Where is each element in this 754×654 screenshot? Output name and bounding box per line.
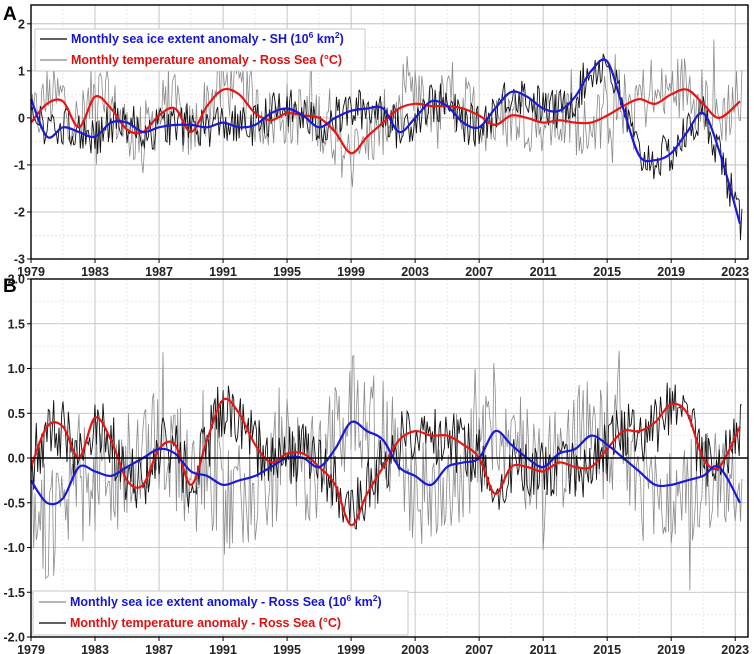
panel-b-legend-label-2: Monthly temperature anomaly - Ross Sea (…: [70, 616, 341, 630]
x-tick-label: 2003: [401, 265, 429, 279]
panel-a-frame: [30, 4, 749, 260]
y-tick-label: -3: [14, 253, 25, 267]
y-tick-label: 0.0: [8, 452, 25, 466]
x-tick-label: 2003: [401, 643, 429, 654]
panel-a-legend-label-2: Monthly temperature anomaly - Ross Sea (…: [71, 53, 342, 67]
sea-ice-smoothed-line: [29, 58, 742, 225]
x-tick-label: 2023: [721, 265, 749, 279]
temperature-smoothed-line: [29, 397, 741, 527]
raw-black-line: [30, 382, 742, 530]
x-tick-label: 1987: [145, 643, 173, 654]
raw-gray-line: [30, 350, 743, 591]
panel-a: A 2 1 0 -1 -2 -3 1979 1983 1987 1991 1995 1999 2003…: [3, 4, 749, 279]
y-tick-label: 0.5: [8, 407, 25, 421]
x-tick-label: 1983: [81, 265, 109, 279]
x-tick-label: 2019: [657, 643, 685, 654]
x-tick-label: 2015: [593, 265, 621, 279]
x-tick-label: 2019: [657, 265, 685, 279]
panel-a-legend-box: [34, 28, 366, 72]
x-tick-label: 2023: [721, 643, 749, 654]
y-tick-label: 0: [18, 111, 25, 125]
y-tick-label: -1.5: [3, 586, 25, 600]
panel-b-gridlines: [30, 278, 748, 638]
y-tick-label: -0.5: [3, 496, 25, 510]
panel-b-x-ticks: 1979 1983 1987 1991 1995 1999 2003 2007 2011 2015…: [17, 637, 749, 654]
x-tick-label: 1995: [273, 265, 301, 279]
y-tick-label: 2.0: [8, 273, 25, 287]
x-tick-label: 1999: [337, 643, 365, 654]
x-tick-label: 2015: [593, 643, 621, 654]
x-tick-label: 1987: [145, 265, 173, 279]
x-tick-label: 2007: [465, 643, 493, 654]
y-tick-label: 1.0: [8, 362, 25, 376]
x-tick-label: 1995: [273, 643, 301, 654]
temperature-smoothed-line: [30, 87, 741, 155]
y-tick-label: 1: [18, 64, 25, 78]
panel-b: B 2.01.51.00.50.0-0.5-1.0-1.5-2.0 1979 19…: [3, 273, 749, 654]
panel-b-raw-series: [30, 350, 743, 591]
y-tick-label: -2.0: [3, 631, 25, 645]
x-tick-label: 2007: [465, 265, 493, 279]
x-tick-label: 2011: [530, 265, 557, 279]
x-tick-label: 1979: [17, 643, 45, 654]
panel-a-legend: Monthly sea ice extent anomaly - SH (106…: [34, 28, 366, 72]
panel-b-legend: Monthly sea ice extent anomaly - Ross Se…: [32, 590, 409, 636]
panel-a-smoothed-series: [29, 58, 742, 225]
panel-a-legend-label-1: Monthly sea ice extent anomaly - SH (106…: [71, 30, 344, 46]
y-tick-label: 2: [18, 17, 25, 31]
y-tick-label: -1.0: [3, 541, 25, 555]
x-tick-label: 1991: [209, 643, 237, 654]
x-tick-label: 1991: [209, 265, 237, 279]
x-tick-label: 1999: [337, 265, 365, 279]
y-tick-label: -1: [14, 158, 25, 172]
panel-b-smoothed-series: [29, 397, 741, 527]
x-tick-label: 2011: [530, 643, 557, 654]
panel-b-y-ticks: 2.0 1.5 1.0 0.5 0.0 -0.5 -1.0 -1.5 -2.0: [3, 273, 31, 645]
panel-b-legend-label-1: Monthly sea ice extent anomaly - Ross Se…: [70, 593, 382, 609]
x-tick-label: 1979: [17, 265, 45, 279]
x-tick-label: 1983: [81, 643, 109, 654]
panel-a-y-ticks: 2 1 0 -1 -2 -3: [14, 17, 31, 267]
panel-b-letter: B: [3, 276, 17, 297]
y-tick-label: 1.5: [8, 317, 25, 331]
panel-a-letter: A: [3, 4, 17, 25]
sea-ice-smoothed-line: [30, 420, 741, 506]
y-tick-label: -2: [14, 205, 25, 219]
panel-b-legend-box: [32, 590, 409, 636]
panel-a-x-ticks: 1979 1983 1987 1991 1995 1999 2003 2007 2011 2015…: [17, 259, 749, 279]
